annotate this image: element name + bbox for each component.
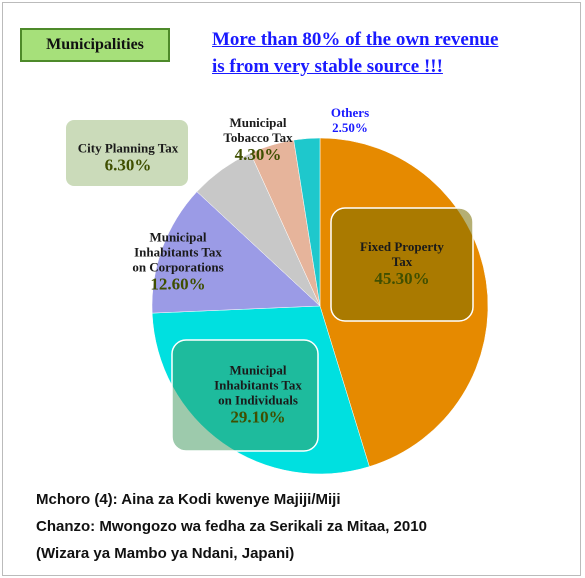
caption-line: (Wizara ya Mambo ya Ndani, Japani) xyxy=(36,545,295,562)
slice-name: Fixed Property Tax xyxy=(360,239,444,269)
caption-line: Mchoro (4): Aina za Kodi kwenye Majiji/M… xyxy=(36,491,341,508)
label-box xyxy=(66,120,188,186)
slice-name: City Planning Tax xyxy=(77,140,179,156)
slice-label: Municipal Tobacco Tax 4.30% xyxy=(223,115,292,165)
slice-label: Fixed Property Tax 45.30% xyxy=(360,239,444,289)
pie-slice xyxy=(151,191,321,314)
slice-label: Others 2.50% xyxy=(331,105,369,135)
caption: Mchoro (4): Aina za Kodi kwenye Majiji/M… xyxy=(36,486,427,567)
slice-value: 6.30% xyxy=(104,155,152,175)
slice-value: 29.10% xyxy=(230,407,286,427)
caption-line: Chanzo: Mwongozo wa fedha za Serikali za… xyxy=(36,518,427,535)
label-box xyxy=(330,207,474,322)
slice-name: Municipal Inhabitants Tax on Corporation… xyxy=(132,229,224,275)
slice-name: Others xyxy=(330,105,370,120)
slice-value: 12.60% xyxy=(150,274,206,294)
slice-label: Municipal Inhabitants Tax on Individuals… xyxy=(214,363,302,428)
slice-label: Municipal Inhabitants Tax on Corporation… xyxy=(132,230,223,295)
slice-value: 45.30% xyxy=(374,269,430,288)
slice-name: Municipal Tobacco Tax xyxy=(223,115,293,145)
slice-name: Municipal Inhabitants Tax on Individuals xyxy=(214,362,302,408)
slice-value: 2.50% xyxy=(332,120,368,135)
label-box xyxy=(171,339,319,452)
slice-label: City Planning Tax 6.30% xyxy=(78,141,178,176)
slice-value: 4.30% xyxy=(234,145,282,164)
pie-slice xyxy=(293,137,321,307)
chart-title: More than 80% of the own revenue is from… xyxy=(212,29,499,77)
badge: Municipalities xyxy=(20,28,170,62)
